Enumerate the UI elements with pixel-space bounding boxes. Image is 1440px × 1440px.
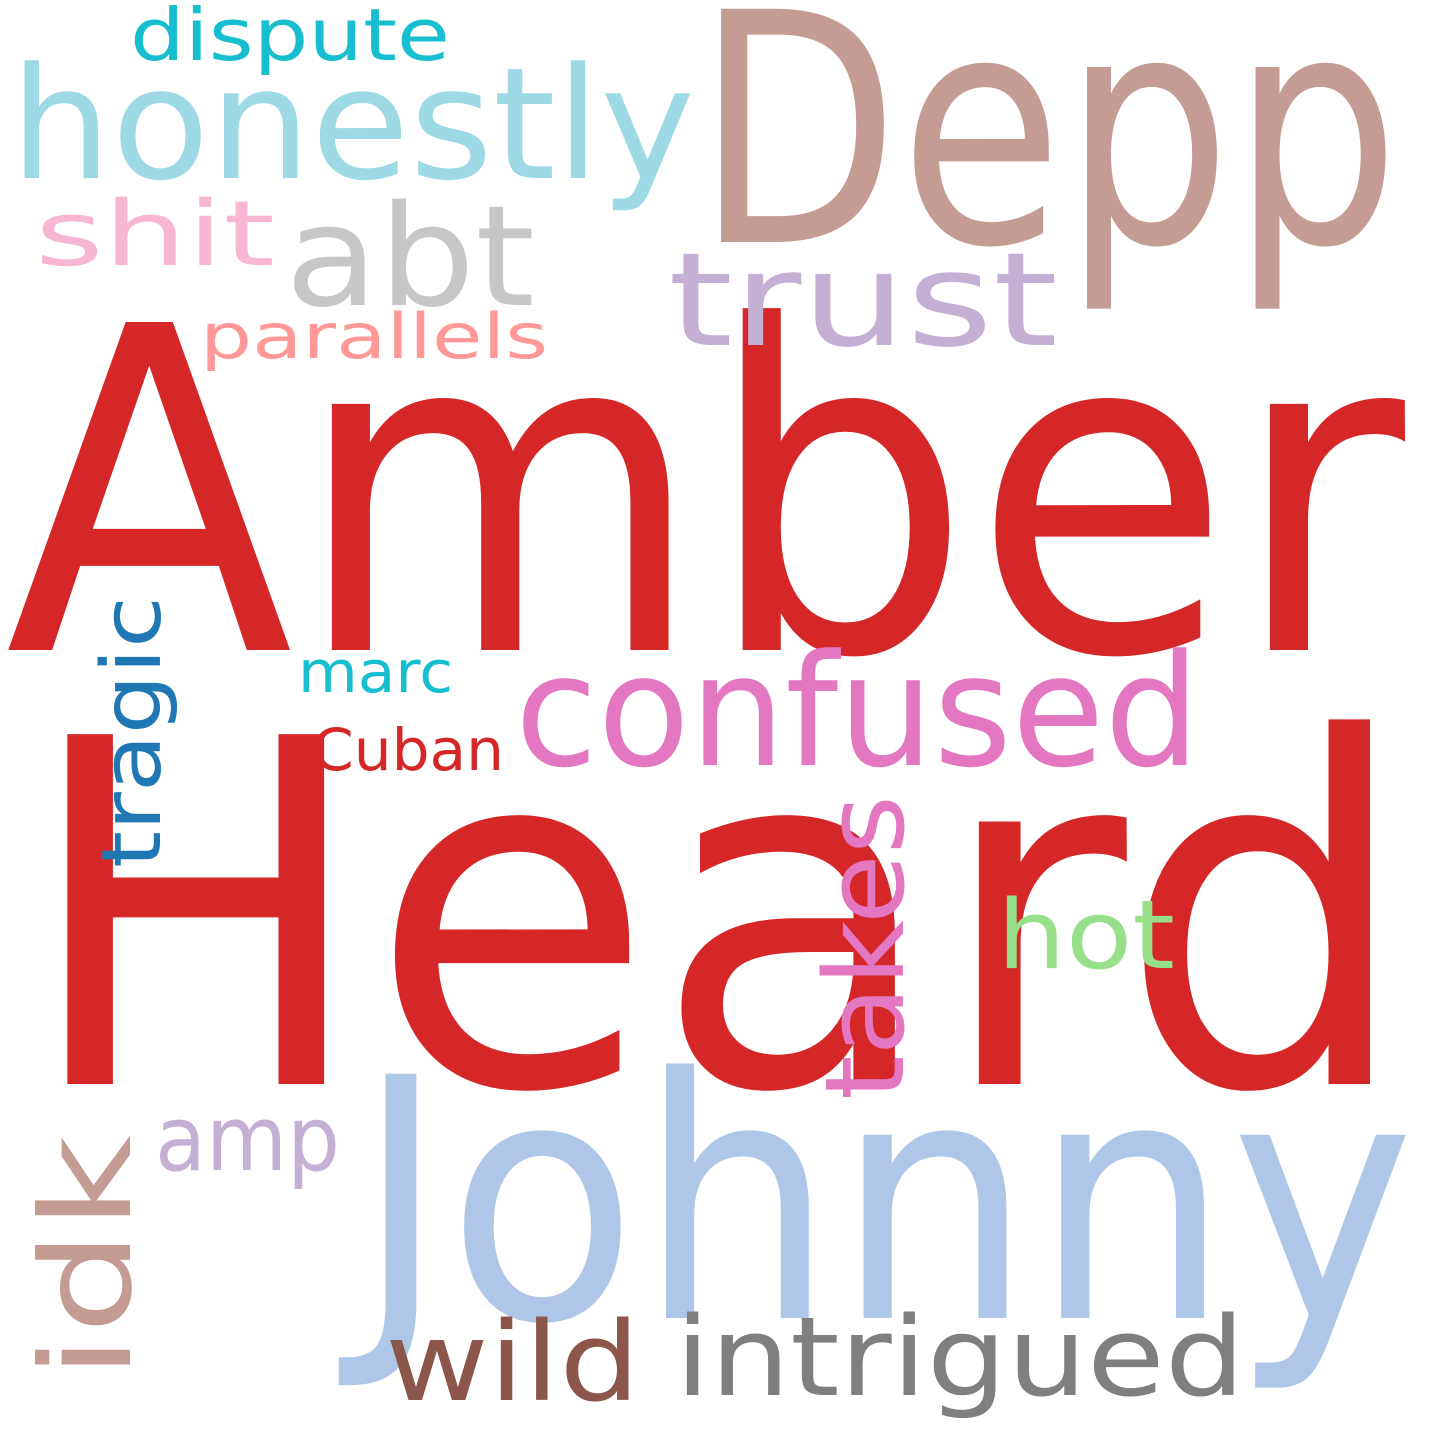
word-hot: hot	[997, 881, 1175, 991]
word-marc: marc	[298, 638, 453, 706]
word-tragic: tragic	[85, 596, 180, 868]
word-depp: Depp	[695, 0, 1400, 318]
word-intrigued: intrigued	[675, 1293, 1245, 1421]
word-confused: confused	[515, 621, 1200, 802]
word-idk: idk	[15, 1134, 160, 1380]
word-shit: shit	[35, 182, 275, 287]
word-abt: abt	[285, 176, 535, 339]
word-parallels: parallels	[200, 300, 548, 373]
word-takes: takes	[801, 795, 929, 1100]
word-dispute: dispute	[130, 0, 450, 77]
word-cuban: Cuban	[312, 716, 504, 784]
word-johnny: Johnny	[336, 1008, 1415, 1398]
word-trust: trust	[668, 224, 1058, 376]
word-wild: wild	[385, 1298, 640, 1426]
word-amp: amp	[155, 1087, 340, 1192]
word-honestly: honestly	[10, 34, 695, 215]
word-amber: Amber	[5, 233, 1410, 757]
word-heard: Heard	[22, 639, 1412, 1198]
